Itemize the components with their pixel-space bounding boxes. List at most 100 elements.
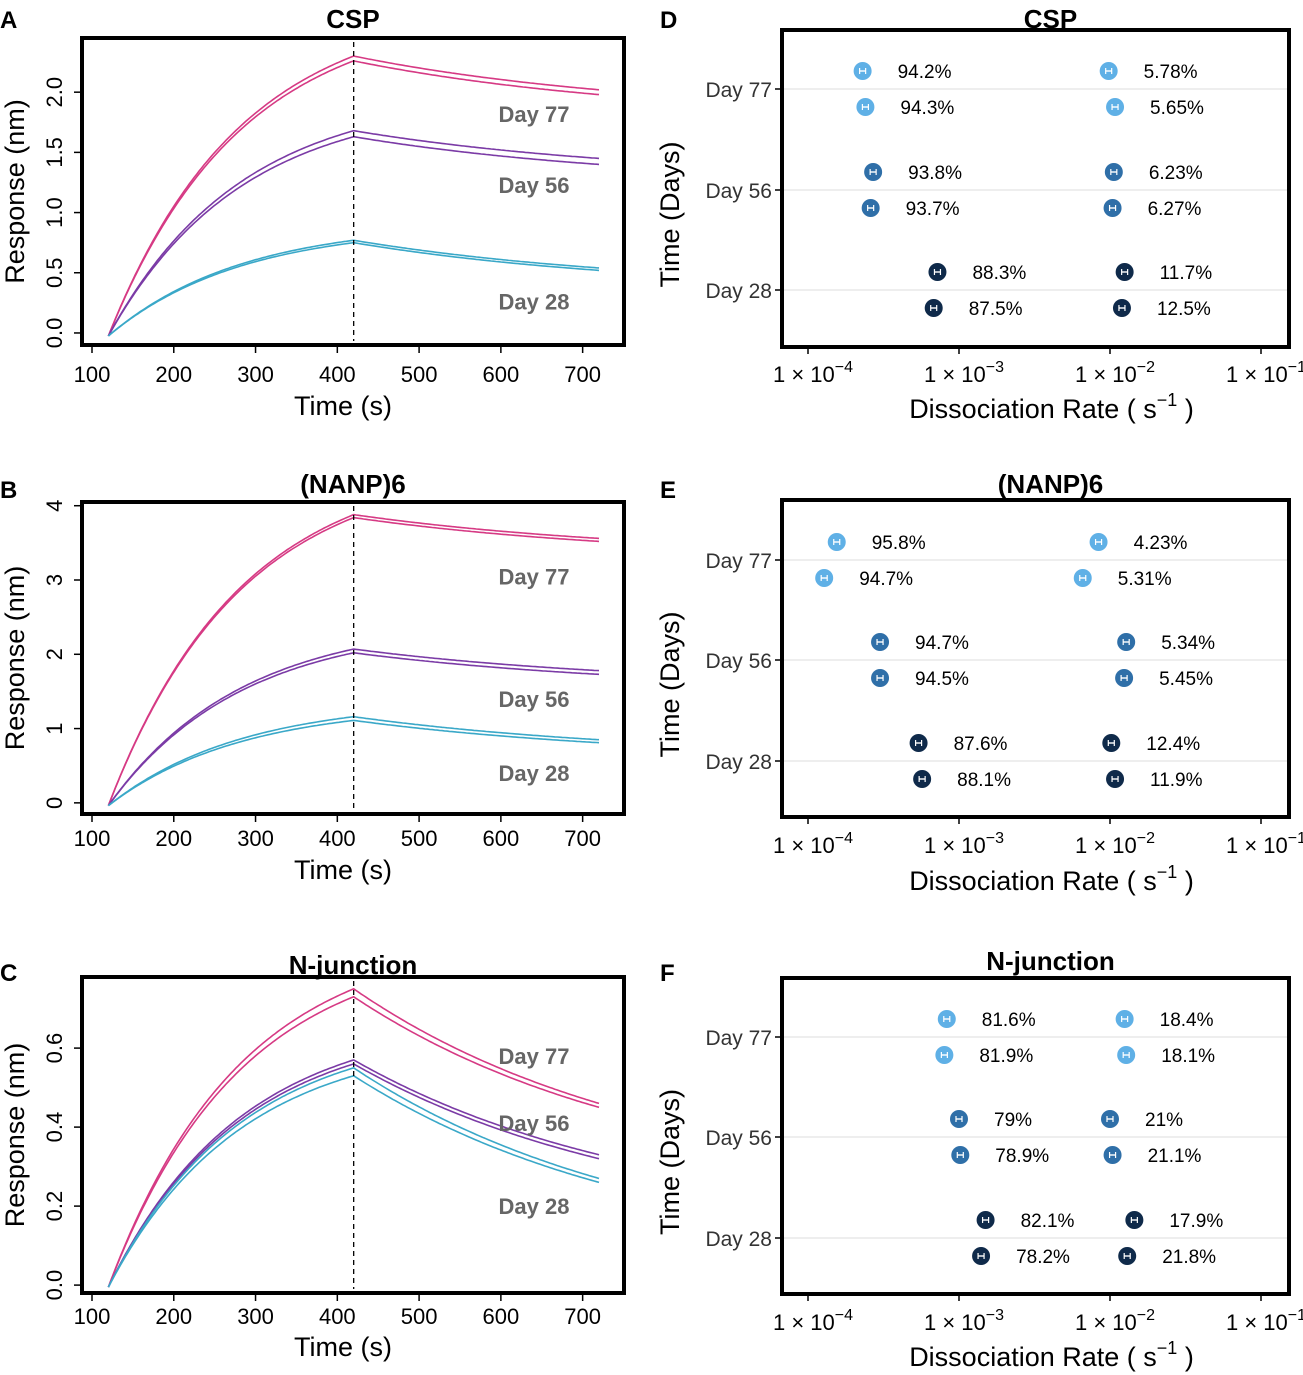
plot-frame (80, 500, 626, 816)
y-tick-label: Day 28 (705, 280, 772, 303)
percent-label: 81.9% (979, 1046, 1033, 1067)
day-label: Day 28 (499, 1194, 570, 1219)
y-tick-label: 0.2 (42, 1191, 67, 1222)
x-tick-label: 400 (319, 1304, 356, 1329)
curve-day-77-rep1 (107, 55, 600, 337)
y-tick-label: 0 (42, 797, 67, 809)
percent-label: 94.3% (900, 98, 954, 119)
percent-label: 6.27% (1148, 199, 1202, 220)
percent-label: 5.45% (1159, 669, 1213, 690)
curve-day-56-rep1 (107, 648, 600, 807)
x-tick-base: 1 × 10 (1226, 362, 1288, 387)
y-axis-title: Time (Days) (655, 612, 685, 758)
y-tick-label: Day 28 (705, 751, 772, 774)
y-tick-label: 4 (42, 500, 67, 512)
day-label: Day 56 (499, 1111, 570, 1136)
x-tick-exponent: −4 (835, 830, 853, 847)
panel-letter: F (660, 960, 675, 987)
y-tick-label: 0.0 (42, 318, 67, 349)
x-tick-base: 1 × 10 (1075, 362, 1137, 387)
percent-label: 94.7% (859, 569, 913, 590)
curve-day-28-rep1 (107, 1066, 600, 1288)
x-tick-label: 500 (401, 1304, 438, 1329)
x-tick-label: 1 × 10−1 (1226, 359, 1303, 387)
x-tick-exponent: −2 (1137, 830, 1155, 847)
day-label: Day 28 (499, 290, 570, 315)
curve-day-77-rep1 (107, 513, 600, 806)
x-tick-label: 1 × 10−4 (773, 1307, 853, 1335)
x-axis-title-end: ) (1177, 1342, 1194, 1372)
x-tick-label: 700 (564, 1304, 601, 1329)
x-tick-label: 100 (74, 826, 111, 851)
x-tick-exponent: −4 (835, 359, 853, 376)
plot-frame (780, 28, 1291, 349)
curve-day-77-rep2 (107, 995, 600, 1288)
y-tick-label: Day 56 (705, 180, 772, 203)
x-tick-exponent: −3 (986, 1307, 1004, 1324)
percent-label: 79% (994, 1110, 1032, 1131)
x-tick-label: 1 × 10−4 (773, 830, 853, 858)
day-label: Day 56 (499, 687, 570, 712)
percent-label: 87.6% (954, 734, 1008, 755)
x-axis-title-sup: −1 (1157, 862, 1178, 882)
panel-title: (NANP)6 (998, 469, 1103, 499)
panel-title: N-junction (986, 946, 1115, 976)
x-tick-exponent: −4 (835, 1307, 853, 1324)
x-tick-label: 1 × 10−2 (1075, 830, 1155, 858)
x-tick-label: 500 (401, 362, 438, 387)
panel-letter: C (0, 960, 17, 987)
percent-label: 82.1% (1021, 1211, 1075, 1232)
plot-frame (80, 36, 626, 347)
percent-label: 5.31% (1118, 569, 1172, 590)
curve-day-56-rep1 (107, 129, 600, 337)
y-tick-label: 0.5 (42, 257, 67, 288)
x-tick-label: 1 × 10−1 (1226, 830, 1303, 858)
percent-label: 12.4% (1146, 734, 1200, 755)
curve-day-28-rep2 (107, 719, 600, 807)
x-tick-base: 1 × 10 (1075, 1310, 1137, 1335)
y-axis-ticks: 0.0 0.2 0.4 0.6 (42, 1033, 82, 1300)
y-tick-label: 0.6 (42, 1033, 67, 1064)
plot-frame (80, 975, 626, 1295)
percent-label: 12.5% (1157, 299, 1211, 320)
x-tick-base: 1 × 10 (1226, 1310, 1288, 1335)
y-tick-label: Day 77 (705, 1027, 772, 1050)
percent-label: 6.23% (1149, 163, 1203, 184)
rate-panel-e: E (NANP)6 Day 77 Day 56 Day 28 Time (Days) 1 ×… (655, 469, 1303, 896)
x-axis-ticks: 100 200 300 400 500 600 700 (74, 814, 601, 851)
percent-label: 87.5% (969, 299, 1023, 320)
plot-frame (780, 976, 1291, 1296)
percent-label: 21% (1145, 1110, 1183, 1131)
y-tick-label: 3 (42, 574, 67, 586)
day-label: Day 56 (499, 173, 570, 198)
curve-day-77-rep1 (107, 987, 600, 1288)
y-tick-label: Day 77 (705, 550, 772, 573)
panel-title: CSP (326, 4, 379, 34)
kinetics-panel-b: B (NANP)6 0 1 2 3 4 Response (nm) 100 200 300 400 50… (0, 469, 626, 885)
x-tick-exponent: −3 (986, 830, 1004, 847)
plot-frame (780, 498, 1291, 819)
day-label: Day 28 (499, 761, 570, 786)
x-tick-label: 1 × 10−1 (1226, 1307, 1303, 1335)
y-tick-label: 1.0 (42, 197, 67, 228)
y-tick-label: 0.4 (42, 1112, 67, 1143)
y-axis-ticks: 0 1 2 3 4 (42, 500, 82, 809)
x-tick-base: 1 × 10 (924, 362, 986, 387)
x-tick-label: 1 × 10−3 (924, 830, 1004, 858)
x-tick-label: 200 (155, 826, 192, 851)
x-axis-title-main: Dissociation Rate ( s (909, 866, 1157, 896)
y-axis-ticks: 0.0 0.5 1.0 1.5 2.0 (42, 77, 82, 348)
percent-label: 88.1% (957, 770, 1011, 791)
x-axis-title-sup: −1 (1157, 390, 1178, 410)
x-tick-exponent: −1 (1288, 830, 1303, 847)
y-axis-title: Response (nm) (0, 566, 30, 751)
x-tick-label: 400 (319, 362, 356, 387)
x-axis-title: Time (s) (294, 855, 392, 885)
x-axis-title: Time (s) (294, 391, 392, 421)
percent-label: 5.65% (1150, 98, 1204, 119)
curve-day-56-rep1 (107, 1059, 600, 1288)
x-tick-label: 300 (237, 826, 274, 851)
x-tick-label: 100 (74, 1304, 111, 1329)
